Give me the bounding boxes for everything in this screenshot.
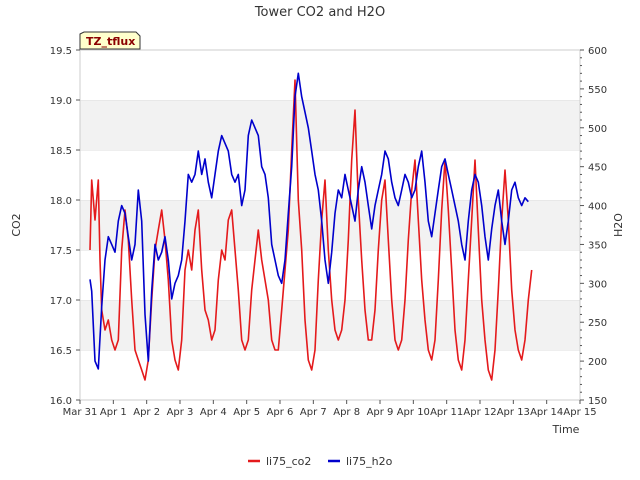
site-tag-label: TZ_tflux xyxy=(86,35,135,48)
site-tag: TZ_tflux xyxy=(79,31,141,50)
series-line-li75_h2o xyxy=(89,72,529,370)
x-tick-label: Mar 31 xyxy=(63,407,98,418)
x-tick-label: Apr 6 xyxy=(267,407,294,418)
y-left-tick-label: 16.5 xyxy=(50,346,72,357)
y-left-tick-label: 18.0 xyxy=(50,196,72,207)
y-axis-right: 150 200 250 300 350 400 450 500 550 600 xyxy=(580,46,607,407)
legend-label-li75_co2: li75_co2 xyxy=(266,455,311,468)
x-tick-label: Apr 1 xyxy=(100,407,127,418)
series-line-li75_co2 xyxy=(89,79,533,381)
x-tick-label: Apr 11 xyxy=(430,407,463,418)
grid-band xyxy=(80,300,580,350)
x-tick-label: Apr 13 xyxy=(497,407,530,418)
x-tick-label: Apr 15 xyxy=(563,407,596,418)
legend-label-li75_h2o: li75_h2o xyxy=(346,455,393,468)
y-right-tick-label: 450 xyxy=(588,163,607,174)
x-tick-label: Apr 10 xyxy=(397,407,430,418)
y-axis-right-label: H2O xyxy=(612,213,625,237)
x-tick-label: Apr 4 xyxy=(200,407,227,418)
y-axis-left-label: CO2 xyxy=(10,213,23,236)
x-tick-label: Apr 5 xyxy=(233,407,260,418)
y-left-tick-label: 16.0 xyxy=(50,396,72,407)
grid-band xyxy=(80,50,580,100)
site-tag-box xyxy=(79,31,141,50)
y-right-tick-label: 400 xyxy=(588,202,607,213)
y-left-tick-label: 17.5 xyxy=(50,246,72,257)
x-tick-label: Apr 9 xyxy=(367,407,394,418)
y-right-tick-label: 550 xyxy=(588,85,607,96)
y-left-tick-label: 18.5 xyxy=(50,146,72,157)
x-axis-label: Time xyxy=(552,423,580,436)
x-tick-label: Apr 8 xyxy=(333,407,360,418)
grid-band xyxy=(80,100,580,150)
x-tick-label: Apr 14 xyxy=(530,407,563,418)
y-right-tick-label: 150 xyxy=(588,396,607,407)
x-tick-label: Apr 7 xyxy=(300,407,327,418)
grid-band xyxy=(80,350,580,400)
plot-frame xyxy=(79,49,581,401)
y-left-tick-label: 19.0 xyxy=(50,96,72,107)
series-layer xyxy=(89,72,533,381)
y-right-tick-label: 300 xyxy=(588,279,607,290)
y-left-tick-label: 19.5 xyxy=(50,46,72,57)
grid-bands xyxy=(80,49,580,400)
legend: li75_co2 li75_h2o xyxy=(248,455,393,468)
x-tick-label: Apr 12 xyxy=(463,407,496,418)
chart-title: Tower CO2 and H2O xyxy=(254,5,385,20)
y-right-tick-label: 600 xyxy=(588,46,607,57)
y-right-tick-label: 500 xyxy=(588,124,607,135)
x-tick-label: Apr 2 xyxy=(133,407,160,418)
y-right-tick-label: 250 xyxy=(588,318,607,329)
y-left-tick-label: 17.0 xyxy=(50,296,72,307)
y-right-tick-label: 200 xyxy=(588,357,607,368)
x-axis: Mar 31 Apr 1 Apr 2 Apr 3 Apr 4 Apr 5 Apr 6 Apr … xyxy=(63,400,597,418)
x-tick-label: Apr 3 xyxy=(167,407,194,418)
y-axis-left: 16.0 16.5 17.0 17.5 18.0 18.5 19.0 19.5 xyxy=(50,46,80,407)
y-right-tick-label: 350 xyxy=(588,240,607,251)
grid-band xyxy=(80,150,580,200)
